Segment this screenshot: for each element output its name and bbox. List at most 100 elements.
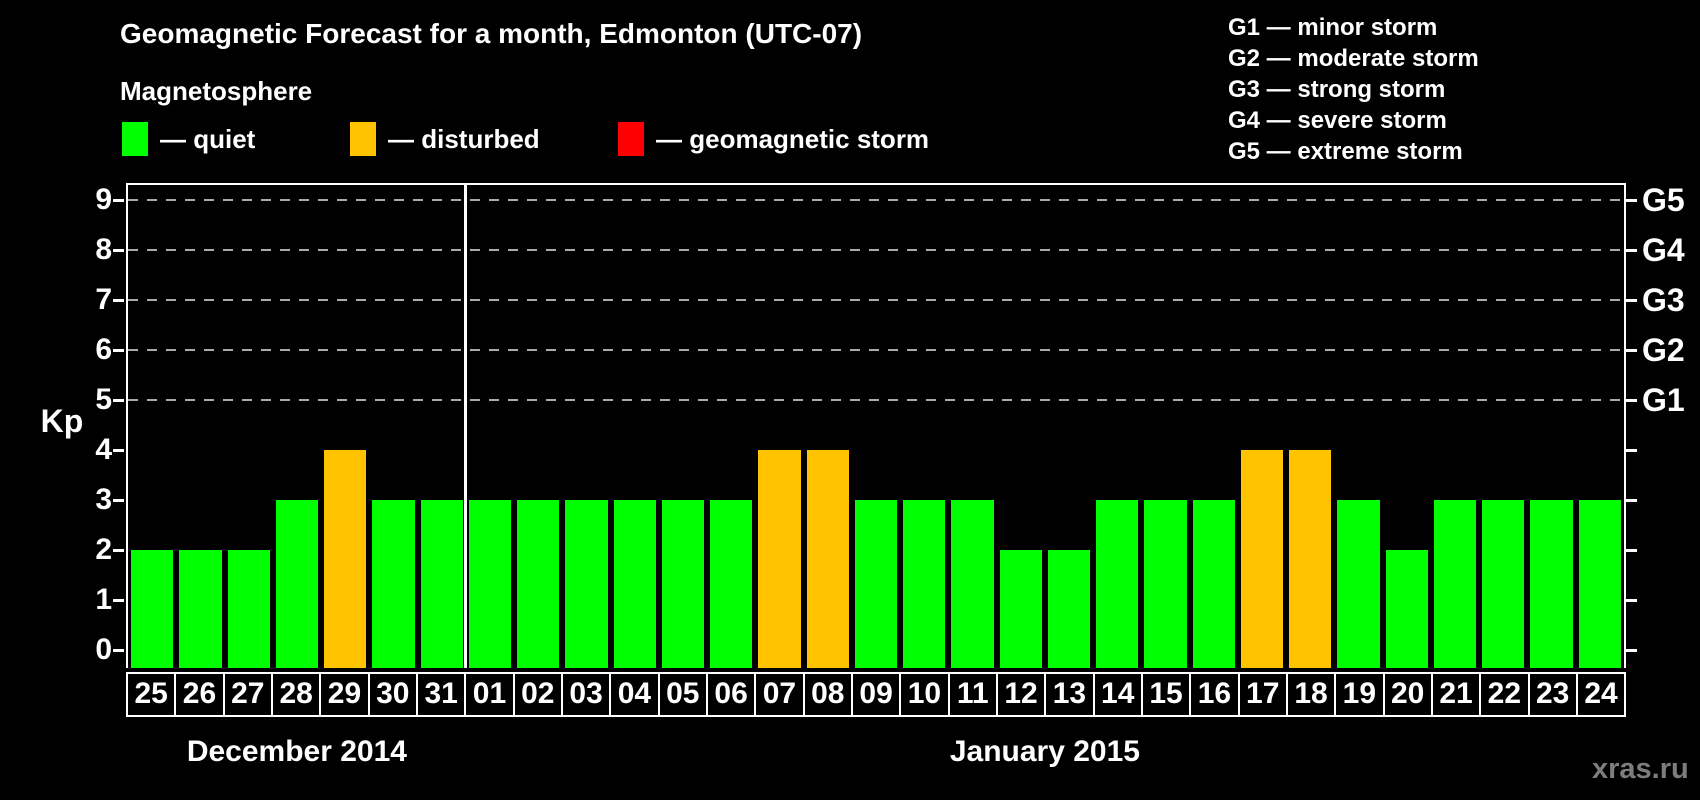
y-axis-tick	[113, 649, 124, 652]
kp-bar	[1144, 500, 1187, 668]
g-scale-legend: G1 — minor storm G2 — moderate storm G3 — …	[1228, 12, 1479, 167]
y-axis-tick-label: 1	[95, 583, 112, 616]
kp-bar	[903, 500, 946, 668]
day-label: 26	[176, 674, 225, 715]
y-axis-tick-label: 9	[95, 183, 112, 216]
g-scale-legend-line: G3 — strong storm	[1228, 76, 1446, 103]
kp-bar	[613, 500, 656, 668]
storm-color-swatch	[618, 122, 644, 156]
kp-bar	[1482, 500, 1525, 668]
gridline-kp-8	[128, 249, 1624, 251]
y-axis-tick-label: 5	[95, 383, 112, 416]
kp-bar	[854, 500, 898, 668]
legend-item-quiet: — quiet	[122, 120, 255, 158]
right-axis-tick	[1626, 599, 1637, 602]
kp-bar	[420, 500, 463, 668]
day-label: 24	[1584, 677, 1618, 710]
right-axis-tick	[1626, 249, 1637, 252]
right-axis-tick	[1626, 549, 1637, 552]
kp-bar	[227, 550, 270, 668]
x-axis-day-labels: 25 26 27 28 29 30 31 01 02 03 04 05 06 07 08 09 10 11 12 13…	[126, 672, 1626, 717]
y-axis-tick-label: 6	[95, 333, 112, 366]
y-axis-tick-label: 0	[95, 633, 112, 666]
day-label: 02	[515, 674, 563, 715]
gridline-kp-5	[128, 399, 1624, 401]
y-axis-tick-label: 8	[95, 233, 112, 266]
kp-bar	[1337, 500, 1380, 668]
disturbed-color-swatch	[350, 122, 376, 156]
kp-bar	[372, 500, 415, 668]
g-scale-legend-line: G5 — extreme storm	[1228, 138, 1463, 165]
g-scale-legend-line: G1 — minor storm	[1228, 14, 1438, 41]
kp-bar	[468, 500, 512, 668]
y-axis-tick	[113, 599, 124, 602]
legend-item-disturbed: — disturbed	[350, 120, 540, 158]
day-label: 08	[805, 674, 853, 715]
kp-bar	[1047, 550, 1091, 668]
day-label: 14	[1095, 674, 1143, 715]
day-label: 06	[708, 674, 757, 715]
y-axis-tick	[113, 249, 124, 252]
y-axis-tick	[113, 549, 124, 552]
day-label: 16	[1191, 674, 1240, 715]
y-axis-tick-label: 7	[95, 283, 112, 316]
day-label: 01	[466, 674, 515, 715]
day-label: 05	[660, 674, 708, 715]
kp-bar	[1530, 500, 1573, 668]
g-scale-legend-line: G2 — moderate storm	[1228, 45, 1479, 72]
quiet-color-swatch	[122, 122, 148, 156]
y-axis-tick-label: 3	[95, 483, 112, 516]
disturbed-label: — disturbed	[388, 123, 540, 154]
quiet-label: — quiet	[160, 123, 256, 154]
y-axis-tick	[113, 199, 124, 202]
g-scale-legend-line: G4 — severe storm	[1228, 107, 1447, 134]
page-title: Geomagnetic Forecast for a month, Edmont…	[120, 18, 863, 49]
right-axis-tick	[1626, 299, 1637, 302]
magnetosphere-label: Magnetosphere	[120, 76, 313, 106]
gridline-kp-9	[128, 199, 1624, 201]
day-label: 03	[563, 674, 612, 715]
day-label: 28	[273, 674, 322, 715]
gridline-kp-7	[128, 299, 1624, 301]
day-label: 19	[1336, 674, 1385, 715]
right-axis-tick	[1626, 649, 1637, 652]
right-axis-tick	[1626, 449, 1637, 452]
day-label: 30	[370, 674, 418, 715]
kp-bar	[131, 550, 174, 668]
day-label: 20	[1385, 674, 1433, 715]
y-axis-tick	[113, 399, 124, 402]
day-label: 13	[1046, 674, 1095, 715]
day-label: 27	[225, 674, 273, 715]
kp-bar	[710, 500, 753, 668]
kp-bar	[999, 550, 1042, 668]
kp-bar	[806, 450, 849, 668]
kp-bar	[758, 450, 801, 668]
kp-bar	[951, 500, 994, 668]
day-label: 22	[1481, 674, 1530, 715]
right-axis-label-g5: G5	[1642, 182, 1685, 218]
right-axis-label-g1: G1	[1642, 382, 1685, 418]
right-axis-label-g3: G3	[1642, 282, 1685, 318]
day-label: 09	[853, 674, 902, 715]
kp-bar	[1433, 500, 1477, 668]
day-label: 23	[1530, 674, 1578, 715]
kp-plot-area: Kp 0 1 2 3 4 5 6 7 8 9 G1 G2 G3 G4 G5	[41, 182, 1685, 668]
right-axis-tick	[1626, 399, 1637, 402]
y-axis-tick	[113, 349, 124, 352]
day-label: 17	[1240, 674, 1288, 715]
kp-bar	[275, 500, 319, 668]
kp-bar	[1192, 500, 1235, 668]
right-axis-label-g4: G4	[1642, 232, 1685, 268]
day-label: 29	[321, 674, 370, 715]
y-axis-tick	[113, 449, 124, 452]
y-axis-tick-label: 2	[95, 533, 112, 566]
kp-bar	[179, 550, 222, 668]
right-axis-tick	[1626, 499, 1637, 502]
day-label: 12	[998, 674, 1047, 715]
day-label: 31	[418, 674, 467, 715]
kp-bar	[1578, 500, 1621, 668]
day-label: 18	[1288, 674, 1337, 715]
day-label: 04	[611, 674, 660, 715]
kp-bar	[661, 500, 705, 668]
